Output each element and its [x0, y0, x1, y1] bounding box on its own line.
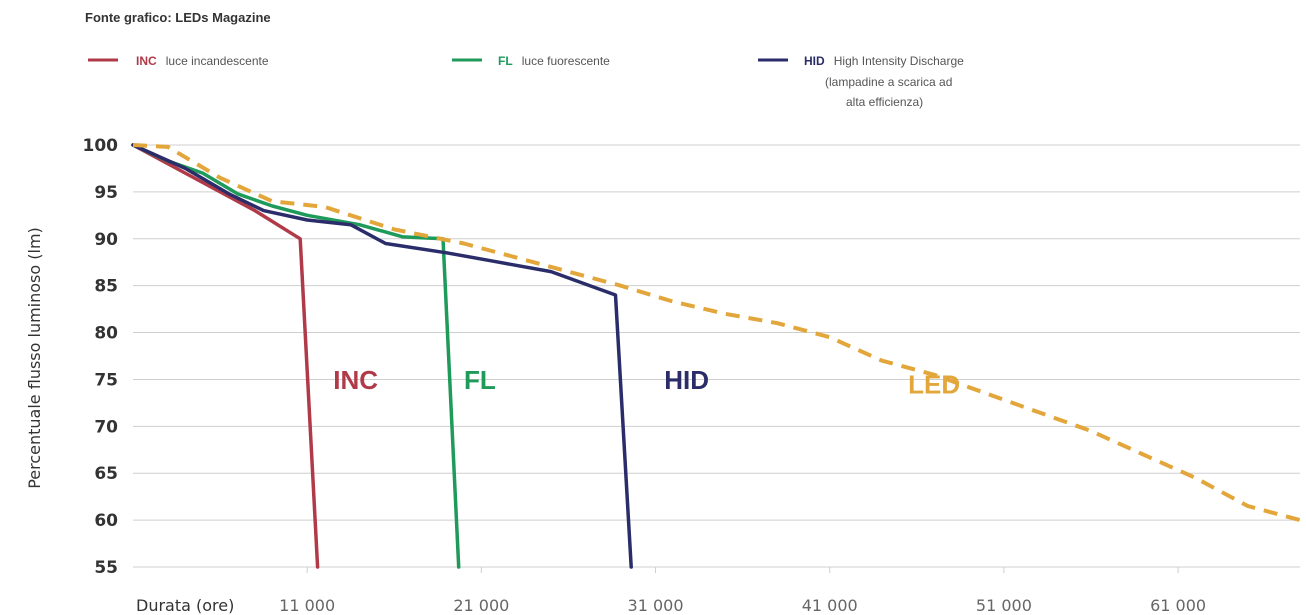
y-tick-label: 75 [94, 370, 118, 390]
series-label-hid: HID [664, 365, 709, 395]
y-tick-label: 65 [94, 464, 118, 484]
series-lines [131, 143, 1301, 569]
svg-text:INC luce incandescente: INC luce incandescente [136, 50, 269, 69]
x-tick-label: 21 000 [453, 596, 509, 615]
series-line-fl [131, 143, 461, 569]
series-line-led [132, 143, 1301, 523]
y-tick-label: 80 [94, 324, 118, 344]
legend-hid-abbr: HID [804, 54, 825, 68]
y-tick-label: 90 [94, 230, 118, 250]
legend-hid-text3: alta efficienza) [846, 95, 923, 109]
y-tick-label: 70 [94, 417, 118, 437]
source-note: Fonte grafico: LEDs Magazine [85, 10, 271, 25]
y-tick-label: 100 [83, 136, 119, 156]
legend-hid-text2: (lampadine a scarica ad [825, 75, 952, 89]
legend-fl-abbr: FL [498, 54, 513, 68]
x-tick-label: 61 000 [1150, 596, 1206, 615]
legend-inc-text: luce incandescente [166, 54, 269, 68]
series-labels: INC FL HID LED [333, 365, 960, 400]
y-axis-ticks: 100 95 90 85 80 75 70 65 60 55 [83, 136, 119, 578]
svg-text:HID High Intensity Disch: HID High Intensity Discharge [804, 50, 964, 69]
series-line-hid [131, 143, 633, 569]
x-axis-ticks: 11 000 21 000 31 000 41 000 51 000 61 000 [279, 567, 1206, 615]
y-tick-label: 55 [94, 558, 118, 578]
series-line-inc [131, 143, 320, 569]
y-tick-label: 60 [94, 511, 118, 531]
x-tick-label: 41 000 [802, 596, 858, 615]
x-tick-label: 51 000 [976, 596, 1032, 615]
y-tick-label: 95 [94, 183, 118, 203]
legend-inc-abbr: INC [136, 54, 157, 68]
legend-hid-text: High Intensity Discharge [834, 54, 964, 68]
grid [133, 144, 1300, 568]
series-label-led: LED [908, 370, 960, 400]
series-label-fl: FL [464, 365, 496, 395]
x-axis-label: Durata (ore) [136, 596, 234, 615]
series-label-inc: INC [333, 365, 378, 395]
y-tick-label: 85 [94, 277, 118, 297]
svg-text:FL luce fuorescente: FL luce fuorescente [498, 50, 610, 69]
x-tick-label: 31 000 [628, 596, 684, 615]
legend-fl-text: luce fuorescente [522, 54, 610, 68]
y-axis-label: Percentuale flusso luminoso (lm) [25, 227, 44, 489]
x-tick-label: 11 000 [279, 596, 335, 615]
legend: INC luce incandescente FL luce fuorescen… [88, 50, 964, 109]
